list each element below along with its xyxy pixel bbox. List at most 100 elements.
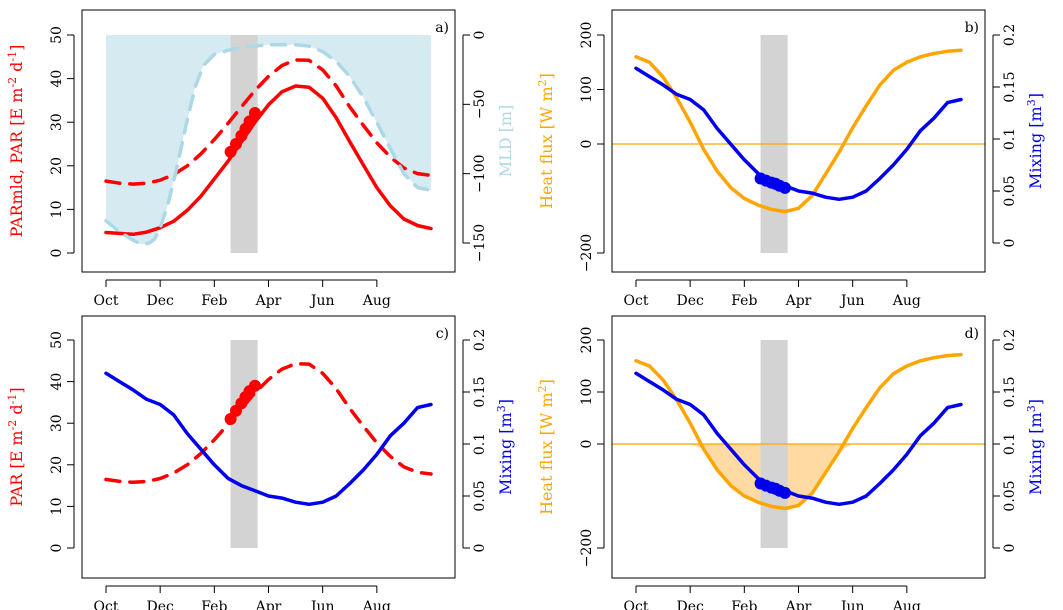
left-axis-title: Heat flux [W m2] <box>536 379 557 515</box>
x-tick-label: Dec <box>676 293 704 309</box>
x-tick-label: Aug <box>892 293 921 309</box>
x-tick-label: Oct <box>94 293 119 309</box>
heat-loss-fill <box>636 444 961 509</box>
panel-b: b) Oct Dec Feb Apr Jun Aug −200 0 100 200 0 0.05 0.1 0… <box>536 9 1045 309</box>
x-tick-label: Apr <box>255 293 282 309</box>
left-tick-label: 20 <box>49 157 65 175</box>
right-tick-label: 0.15 <box>472 376 488 407</box>
x-tick-label: Jun <box>839 599 865 610</box>
series-red-dashed-line <box>104 361 433 485</box>
panel-label: d) <box>965 326 979 342</box>
left-tick-label: 0 <box>579 140 595 149</box>
left-tick-label: 50 <box>49 331 65 349</box>
right-tick-label: 0.05 <box>472 480 488 511</box>
left-tick-label: 30 <box>49 414 65 432</box>
right-tick-label: 0 <box>1002 239 1018 248</box>
right-tick-label: 0.15 <box>1002 71 1018 102</box>
right-tick-label: 0.1 <box>1002 433 1018 455</box>
series-orange-solid-line <box>634 352 963 511</box>
right-axis-title: Mixing [m3] <box>1025 399 1046 495</box>
bloom-marker <box>778 486 791 499</box>
x-tick-label: Apr <box>255 599 282 610</box>
bloom-marker <box>248 107 261 120</box>
left-tick-label: −200 <box>579 529 595 567</box>
right-tick-label: 0.05 <box>1002 175 1018 206</box>
right-tick-label: 0.15 <box>1002 376 1018 407</box>
left-tick-label: 20 <box>49 456 65 474</box>
plot-frame <box>81 9 456 273</box>
right-tick-label: 0 <box>472 544 488 553</box>
right-tick-label: −50 <box>472 90 488 120</box>
panel-a: a) Oct Dec Feb Apr Jun Aug 0 10 20 30 40 50 0 −50 −100 −… <box>6 9 515 309</box>
x-tick-label: Feb <box>731 599 757 610</box>
bloom-marker <box>243 115 256 128</box>
right-tick-label: 0.1 <box>1002 128 1018 150</box>
panel-c: c) Oct Dec Feb Apr Jun Aug 0 10 20 30 40 50 0 0.05 0.1 0… <box>6 315 516 610</box>
x-tick-label: Aug <box>362 599 391 610</box>
x-tick-label: Aug <box>362 293 391 309</box>
right-tick-label: 0 <box>1002 544 1018 553</box>
right-axis-title: MLD [m] <box>496 105 515 178</box>
panel-label: a) <box>435 20 449 36</box>
x-tick-label: Jun <box>839 293 865 309</box>
plot-frame <box>611 315 986 579</box>
left-tick-label: 30 <box>49 113 65 131</box>
panel-label: c) <box>436 326 449 342</box>
panel-label: b) <box>965 20 979 36</box>
bloom-marker <box>778 181 791 194</box>
left-tick-label: 0 <box>579 440 595 449</box>
left-tick-label: 10 <box>49 497 65 515</box>
x-tick-label: Aug <box>892 599 921 610</box>
left-tick-label: −200 <box>579 234 595 272</box>
left-tick-label: 10 <box>49 200 65 218</box>
x-tick-label: Apr <box>785 293 812 309</box>
series-orange-solid-line <box>634 48 963 214</box>
x-tick-label: Feb <box>201 293 227 309</box>
series-blue-solid-line <box>634 66 963 202</box>
x-tick-label: Jun <box>309 599 335 610</box>
plot-frame <box>81 315 456 579</box>
bloom-period-band <box>230 340 258 548</box>
panel-d: d) Oct Dec Feb Apr Jun Aug −200 0 100 200 0 0.05 0.1 0… <box>536 315 1046 610</box>
x-tick-label: Feb <box>201 599 227 610</box>
right-axis-title: Mixing [m3] <box>495 399 516 495</box>
left-axis-title: PARmld, PAR [E m-2 d-1] <box>6 45 27 238</box>
left-tick-label: 100 <box>579 379 595 406</box>
right-tick-label: 0 <box>472 31 488 40</box>
x-tick-label: Feb <box>731 293 757 309</box>
left-tick-label: 50 <box>49 26 65 44</box>
left-tick-label: 40 <box>49 373 65 391</box>
right-tick-label: −100 <box>472 154 488 192</box>
series-red-solid-line <box>104 84 433 237</box>
bloom-marker <box>224 413 237 426</box>
right-tick-label: 0.2 <box>472 329 488 351</box>
right-tick-label: 0.2 <box>1002 24 1018 46</box>
series-blue-solid-line <box>104 371 433 507</box>
x-tick-label: Dec <box>676 599 704 610</box>
x-tick-label: Oct <box>94 599 119 610</box>
x-tick-label: Apr <box>785 599 812 610</box>
left-tick-label: 200 <box>579 327 595 354</box>
left-tick-label: 100 <box>579 76 595 103</box>
x-tick-label: Dec <box>146 293 174 309</box>
series-blue-solid-line <box>634 371 963 507</box>
right-tick-label: −150 <box>472 224 488 262</box>
bloom-marker <box>248 379 261 392</box>
x-tick-label: Jun <box>309 293 335 309</box>
series-red-dashed-line <box>104 58 433 186</box>
right-tick-label: 0.1 <box>472 433 488 455</box>
left-tick-label: 40 <box>49 70 65 88</box>
plot-frame <box>611 9 986 273</box>
x-tick-label: Oct <box>624 293 649 309</box>
right-tick-label: 0.2 <box>1002 329 1018 351</box>
series-lightblue-dashed-line <box>104 42 433 247</box>
left-axis-title: PAR [E m-2 d-1] <box>6 387 27 506</box>
left-tick-label: 200 <box>579 22 595 49</box>
left-axis-title: Heat flux [W m2] <box>536 73 557 209</box>
mld-fill <box>106 35 431 245</box>
left-tick-label: 0 <box>49 249 65 258</box>
x-tick-label: Oct <box>624 599 649 610</box>
left-tick-label: 0 <box>49 544 65 553</box>
bloom-marker <box>230 138 242 150</box>
